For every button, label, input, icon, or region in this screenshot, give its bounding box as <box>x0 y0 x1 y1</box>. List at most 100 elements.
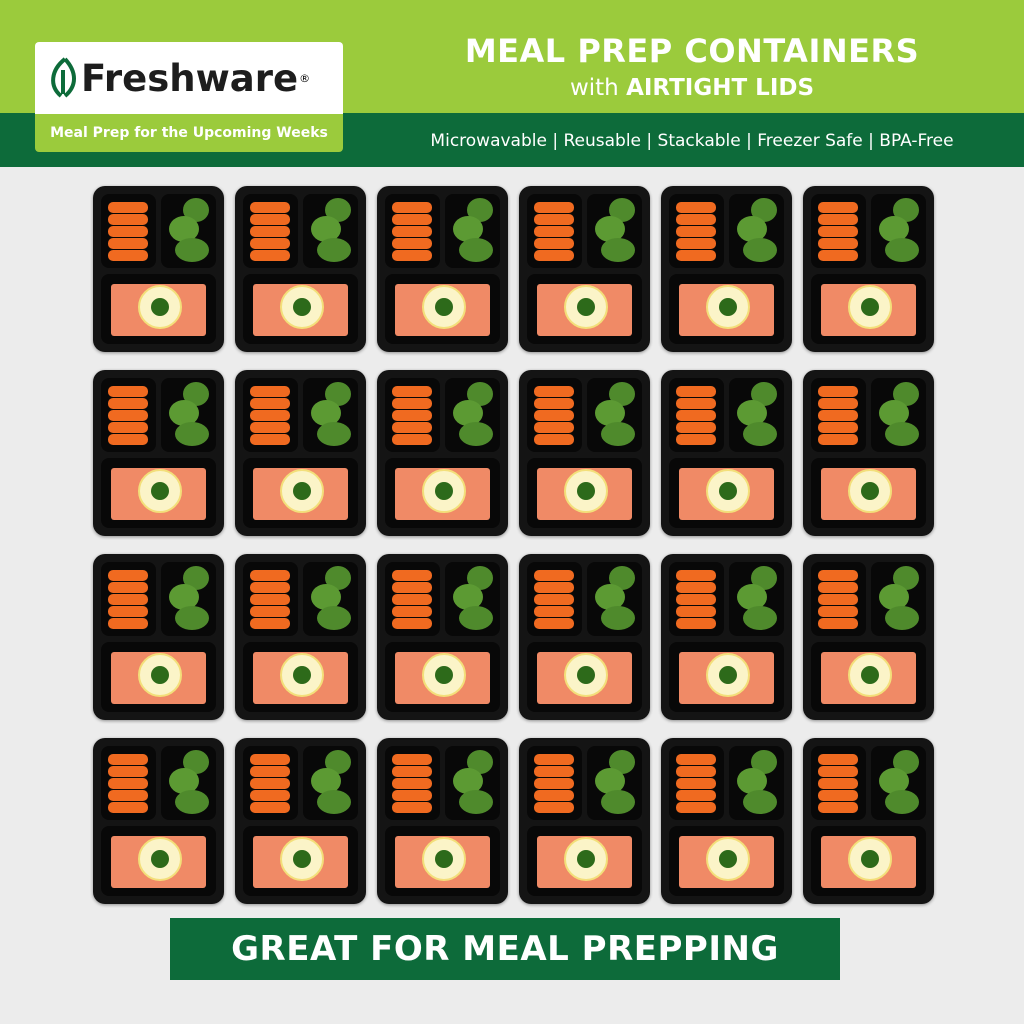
carrot <box>108 618 148 629</box>
meal-container <box>661 738 792 904</box>
salmon-compartment <box>101 458 216 528</box>
meal-container <box>93 186 224 352</box>
carrot <box>250 386 290 397</box>
lemon-slice <box>422 653 466 697</box>
broccoli <box>453 216 483 242</box>
carrot <box>676 410 716 421</box>
carrot <box>818 238 858 249</box>
carrot <box>534 398 574 409</box>
carrot-compartment <box>527 562 582 636</box>
salmon-compartment <box>243 458 358 528</box>
carrot <box>534 778 574 789</box>
carrot <box>818 410 858 421</box>
broccoli <box>595 768 625 794</box>
salmon-compartment <box>527 458 642 528</box>
salmon-compartment <box>811 458 926 528</box>
meal-container <box>803 554 934 720</box>
carrot <box>676 582 716 593</box>
carrot-compartment <box>243 194 298 268</box>
meal-container <box>377 370 508 536</box>
broccoli-compartment <box>161 378 216 452</box>
carrot <box>818 790 858 801</box>
broccoli-compartment <box>729 562 784 636</box>
headline: MEAL PREP CONTAINERS <box>464 32 920 70</box>
broccoli <box>459 790 493 814</box>
broccoli <box>601 606 635 630</box>
carrot <box>818 202 858 213</box>
broccoli <box>595 584 625 610</box>
meal-container <box>93 370 224 536</box>
salmon-compartment <box>385 274 500 344</box>
meal-container <box>235 186 366 352</box>
broccoli-compartment <box>445 746 500 820</box>
carrot <box>392 790 432 801</box>
parsley <box>861 298 879 316</box>
carrot <box>250 766 290 777</box>
parsley <box>577 482 595 500</box>
parsley <box>719 666 737 684</box>
carrot <box>534 790 574 801</box>
carrot <box>392 570 432 581</box>
carrot <box>534 386 574 397</box>
carrot <box>534 766 574 777</box>
carrot <box>392 202 432 213</box>
meal-container <box>661 554 792 720</box>
carrot <box>250 202 290 213</box>
carrot <box>108 606 148 617</box>
carrot <box>534 226 574 237</box>
salmon-compartment <box>811 274 926 344</box>
lemon-slice <box>138 285 182 329</box>
carrot <box>250 618 290 629</box>
lemon-slice <box>848 285 892 329</box>
carrot <box>392 754 432 765</box>
lemon-slice <box>564 653 608 697</box>
carrot <box>250 214 290 225</box>
carrot <box>392 238 432 249</box>
broccoli <box>459 422 493 446</box>
broccoli-compartment <box>303 194 358 268</box>
carrot <box>108 790 148 801</box>
salmon-compartment <box>669 458 784 528</box>
broccoli-compartment <box>161 562 216 636</box>
broccoli <box>317 790 351 814</box>
carrot <box>676 754 716 765</box>
broccoli <box>595 216 625 242</box>
carrot <box>534 422 574 433</box>
lemon-slice <box>280 285 324 329</box>
carrot-compartment <box>669 746 724 820</box>
broccoli-compartment <box>871 562 926 636</box>
meal-container <box>93 554 224 720</box>
parsley <box>151 666 169 684</box>
broccoli <box>311 216 341 242</box>
broccoli <box>601 422 635 446</box>
broccoli <box>879 584 909 610</box>
broccoli-compartment <box>161 746 216 820</box>
parsley <box>435 666 453 684</box>
lemon-slice <box>564 469 608 513</box>
salmon-compartment <box>669 274 784 344</box>
parsley <box>719 298 737 316</box>
carrot <box>392 766 432 777</box>
carrot <box>250 606 290 617</box>
carrot <box>818 398 858 409</box>
carrot <box>250 802 290 813</box>
broccoli <box>169 768 199 794</box>
lemon-slice <box>848 653 892 697</box>
lemon-slice <box>422 285 466 329</box>
salmon-compartment <box>811 642 926 712</box>
broccoli <box>743 606 777 630</box>
carrot-compartment <box>811 562 866 636</box>
lemon-slice <box>138 837 182 881</box>
salmon-compartment <box>243 642 358 712</box>
broccoli <box>595 400 625 426</box>
carrot-compartment <box>669 378 724 452</box>
carrot-compartment <box>101 562 156 636</box>
carrot <box>250 778 290 789</box>
carrot <box>676 386 716 397</box>
broccoli <box>879 400 909 426</box>
carrot <box>676 398 716 409</box>
carrot <box>250 594 290 605</box>
lemon-slice <box>706 837 750 881</box>
carrot <box>392 226 432 237</box>
broccoli <box>169 216 199 242</box>
